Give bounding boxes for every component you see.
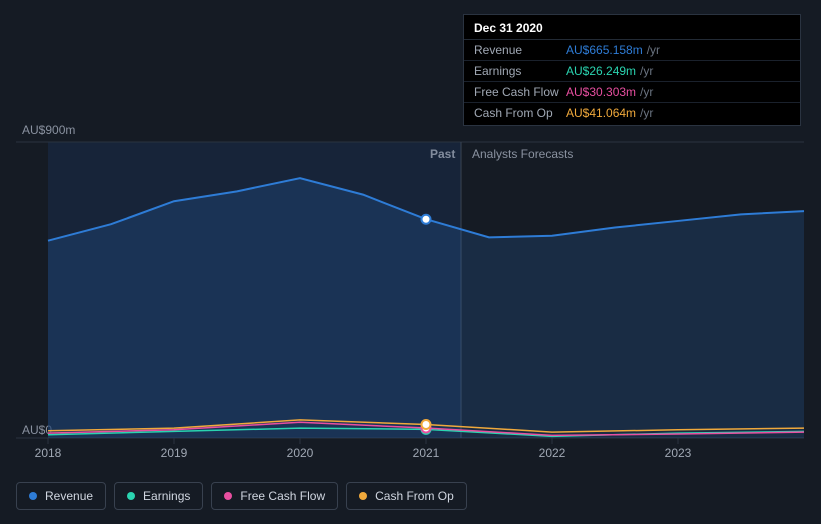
legend-label: Earnings <box>143 489 190 503</box>
tooltip-metric-value: AU$26.249m <box>566 64 636 78</box>
legend-dot-icon <box>359 492 367 500</box>
x-tick-label: 2018 <box>35 446 62 460</box>
tooltip-metric-label: Cash From Op <box>474 106 566 120</box>
x-tick-label: 2022 <box>539 446 566 460</box>
tooltip-metric-value: AU$665.158m <box>566 43 643 57</box>
tooltip-unit: /yr <box>640 64 653 78</box>
legend-item-cfo[interactable]: Cash From Op <box>346 482 467 510</box>
tooltip-unit: /yr <box>640 85 653 99</box>
tooltip-metric-label: Earnings <box>474 64 566 78</box>
tooltip-unit: /yr <box>640 106 653 120</box>
tooltip-date: Dec 31 2020 <box>464 17 800 40</box>
tooltip-metric-label: Revenue <box>474 43 566 57</box>
legend-label: Revenue <box>45 489 93 503</box>
tooltip-row: EarningsAU$26.249m/yr <box>464 61 800 82</box>
tooltip-row: Cash From OpAU$41.064m/yr <box>464 103 800 123</box>
legend-dot-icon <box>29 492 37 500</box>
tooltip-row: Free Cash FlowAU$30.303m/yr <box>464 82 800 103</box>
x-tick-label: 2021 <box>413 446 440 460</box>
legend-label: Free Cash Flow <box>240 489 325 503</box>
tooltip-metric-label: Free Cash Flow <box>474 85 566 99</box>
x-tick-label: 2019 <box>161 446 188 460</box>
chart-tooltip: Dec 31 2020 RevenueAU$665.158m/yrEarning… <box>463 14 801 126</box>
tooltip-row: RevenueAU$665.158m/yr <box>464 40 800 61</box>
legend-dot-icon <box>127 492 135 500</box>
x-tick-label: 2020 <box>287 446 314 460</box>
tooltip-metric-value: AU$30.303m <box>566 85 636 99</box>
tooltip-unit: /yr <box>647 43 660 57</box>
tooltip-metric-value: AU$41.064m <box>566 106 636 120</box>
legend-item-earnings[interactable]: Earnings <box>114 482 203 510</box>
chart-legend: Revenue Earnings Free Cash Flow Cash From O… <box>16 482 467 510</box>
x-tick-label: 2023 <box>665 446 692 460</box>
legend-item-revenue[interactable]: Revenue <box>16 482 106 510</box>
legend-item-fcf[interactable]: Free Cash Flow <box>211 482 338 510</box>
legend-dot-icon <box>224 492 232 500</box>
legend-label: Cash From Op <box>375 489 454 503</box>
